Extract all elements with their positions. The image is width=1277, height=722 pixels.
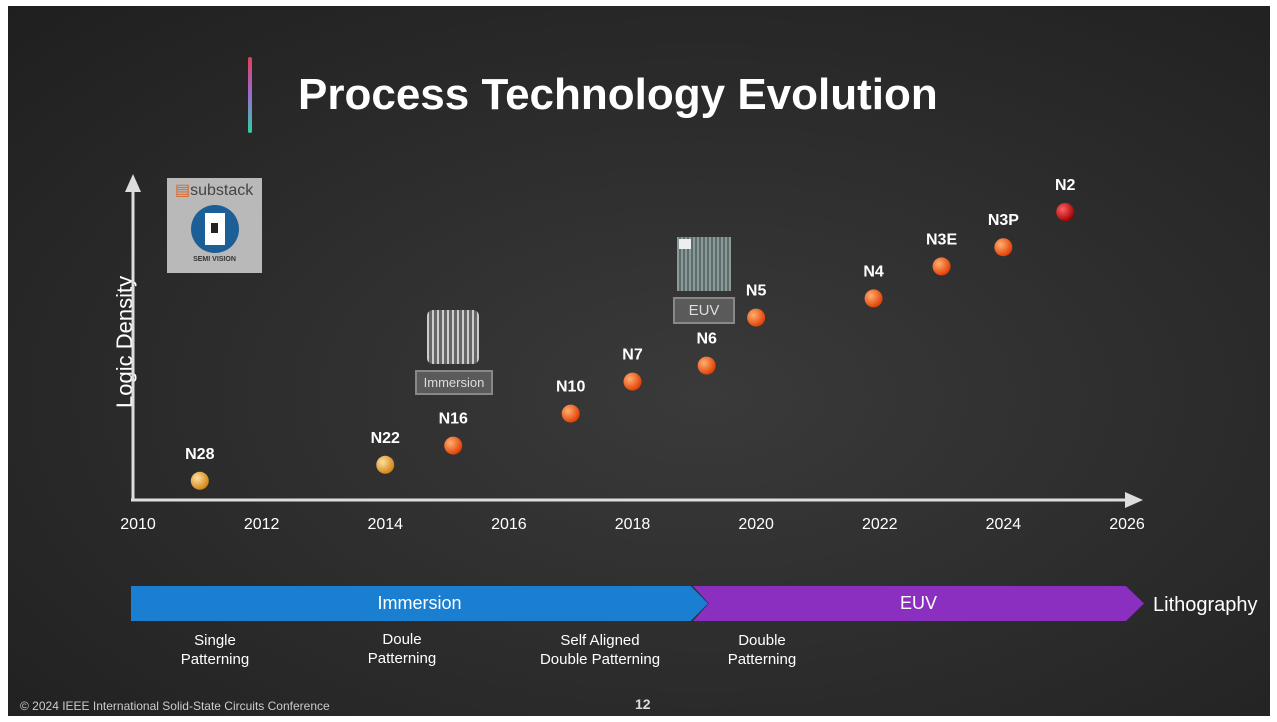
data-point-n5 [747, 308, 766, 327]
immersion-tag: Immersion [415, 370, 493, 395]
data-label: N5 [746, 283, 767, 300]
lithography-label: Lithography [1153, 594, 1258, 616]
data-label: N10 [556, 379, 585, 396]
data-point-n28 [190, 471, 209, 490]
y-axis-arrow [125, 174, 141, 192]
semi-vision-text: SEMI VISION [193, 256, 236, 263]
slide-title: Process Technology Evolution [298, 70, 938, 119]
data-point-n3p [994, 238, 1013, 257]
data-point-n10 [561, 404, 580, 423]
data-label: N16 [439, 411, 468, 428]
euv-scanner-icon [677, 237, 731, 291]
immersion-scanner-icon [427, 310, 479, 364]
data-label: N7 [622, 347, 643, 364]
page-number: 12 [635, 696, 651, 712]
data-point-n2 [1056, 203, 1075, 221]
data-point-n22 [376, 455, 395, 474]
data-label: N28 [185, 446, 214, 463]
data-label: N4 [863, 263, 884, 280]
euv-tag: EUV [673, 297, 735, 324]
x-tick-label: 2020 [738, 516, 774, 533]
x-tick-label: 2014 [367, 516, 403, 533]
data-label: N2 [1055, 177, 1076, 194]
data-point-n16 [444, 436, 463, 455]
x-tick-label: 2016 [491, 516, 527, 533]
x-tick-label: 2024 [986, 516, 1022, 533]
immersion-band-label: Immersion [377, 593, 462, 613]
substack-wordmark: ▤substack [175, 182, 254, 199]
semi-vision-emblem-icon [191, 205, 239, 253]
data-label: N6 [696, 331, 717, 348]
euv-band: EUV [693, 586, 1144, 621]
data-label: N3E [926, 231, 957, 248]
x-tick-label: 2022 [862, 516, 898, 533]
x-tick-label: 2026 [1109, 516, 1145, 533]
data-label: N3P [988, 212, 1019, 229]
euv-band-label: EUV [899, 593, 937, 613]
immersion-band: Immersion [131, 586, 708, 621]
data-point-n6 [697, 356, 716, 375]
patterning-label: Single Patterning [180, 632, 250, 668]
data-point-n7 [623, 372, 642, 391]
title-accent-bar [248, 57, 252, 133]
data-point-n4 [864, 289, 883, 308]
substack-semi-vision-logo: ▤substack SEMI VISION [167, 178, 262, 273]
patterning-label: Self Aligned Double Patterning [539, 632, 661, 668]
x-axis-arrow [1125, 492, 1143, 508]
patterning-label: Doule Patterning [367, 631, 437, 667]
data-point-n3e [932, 257, 951, 276]
data-label: N22 [371, 430, 400, 447]
patterning-label: Double Patterning [727, 632, 797, 668]
x-tick-label: 2018 [615, 516, 651, 533]
x-tick-label: 2012 [244, 516, 280, 533]
copyright-footer: © 2024 IEEE International Solid-State Ci… [20, 699, 330, 713]
x-tick-label: 2010 [120, 516, 156, 533]
